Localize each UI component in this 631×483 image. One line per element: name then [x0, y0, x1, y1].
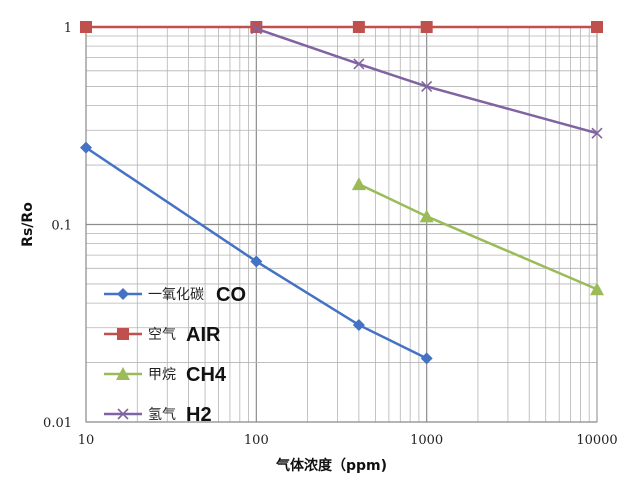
x-tick-label: 100: [244, 433, 269, 448]
legend-item-h2: 氢气 H2: [104, 404, 212, 426]
x-axis-label: 气体浓度（ppm): [275, 457, 387, 474]
y-tick-label: 0.01: [43, 416, 72, 431]
data-point-air: [80, 21, 92, 33]
data-point-air: [591, 21, 603, 33]
data-point-h2: [591, 127, 603, 139]
y-axis-label: Rs/Ro: [20, 202, 36, 247]
series-h2: [250, 23, 603, 139]
axis-tick-labels: 10 100 1000 10000 0.01 0.1 1: [43, 21, 618, 448]
legend-label-co: CO: [216, 284, 246, 306]
data-point-h2: [353, 58, 365, 70]
data-point-co: [420, 352, 433, 365]
data-point-h2: [250, 23, 262, 35]
data-point-air: [250, 21, 263, 33]
y-tick-label: 1: [64, 21, 72, 36]
legend-marker-ch4: [116, 367, 130, 380]
legend-marker-h2: [117, 408, 129, 420]
legend: 一氧化碳 CO 空气 AIR 甲烷 CH4 氢气 H2: [104, 284, 246, 426]
series-layer: [80, 21, 604, 365]
series-co: [80, 141, 433, 365]
legend-name-co: 一氧化碳: [148, 287, 204, 303]
legend-label-h2: H2: [186, 404, 212, 426]
legend-marker-co: [117, 288, 129, 300]
legend-label-ch4: CH4: [186, 364, 227, 386]
series-line-co: [85, 146, 428, 360]
legend-item-ch4: 甲烷 CH4: [104, 364, 227, 386]
data-point-ch4: [351, 177, 366, 191]
y-tick-label: 0.1: [51, 219, 72, 234]
data-point-air: [352, 21, 365, 33]
legend-item-co: 一氧化碳 CO: [104, 284, 246, 306]
data-point-ch4: [590, 282, 604, 296]
data-point-co: [250, 255, 263, 268]
x-tick-label: 10000: [576, 433, 617, 448]
data-point-co: [80, 141, 92, 154]
grid-lines: [85, 27, 597, 423]
data-point-h2: [421, 80, 433, 93]
data-point-co: [352, 318, 365, 331]
data-point-air: [420, 21, 433, 33]
legend-name-air: 空气: [148, 327, 176, 343]
legend-item-air: 空气 AIR: [104, 324, 221, 346]
legend-marker-air: [117, 328, 129, 340]
series-line-h2: [255, 27, 598, 135]
data-point-ch4: [419, 209, 434, 223]
series-ch4: [351, 177, 604, 296]
legend-name-h2: 氢气: [148, 407, 176, 423]
x-tick-label: 10: [78, 433, 95, 448]
series-air: [80, 21, 603, 33]
legend-label-air: AIR: [186, 324, 221, 346]
x-tick-label: 1000: [410, 433, 443, 448]
legend-name-ch4: 甲烷: [148, 367, 176, 383]
